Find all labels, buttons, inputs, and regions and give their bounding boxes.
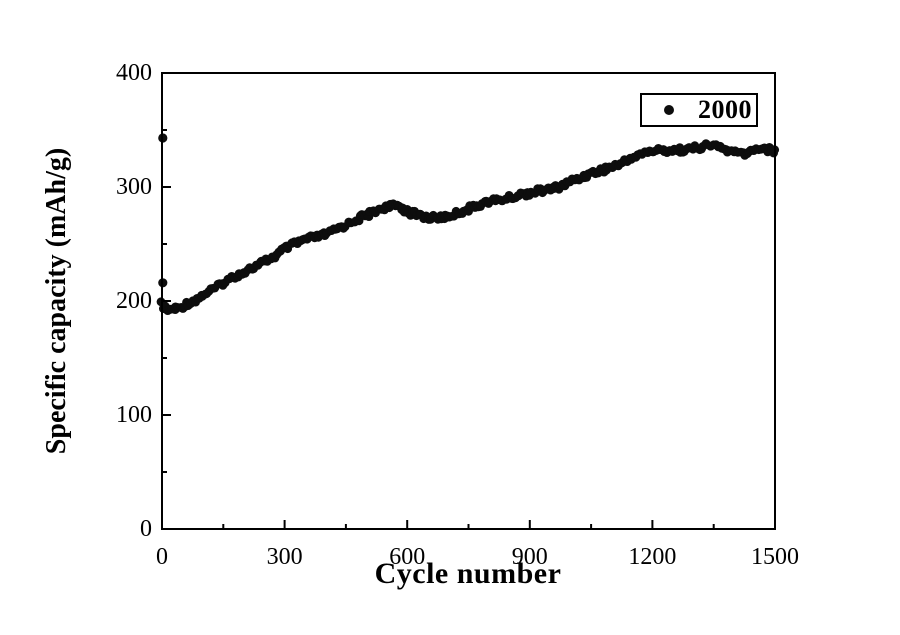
x-tick-label: 600: [389, 544, 426, 570]
x-tick-label: 900: [511, 544, 548, 570]
x-tick-label: 300: [266, 544, 303, 570]
x-tick-label: 1500: [751, 544, 799, 570]
y-tick-label: 100: [116, 402, 152, 428]
plot-frame: [161, 72, 776, 530]
y-axis-title: Specific capacity (mAh/g): [41, 147, 72, 455]
x-tick-label: 1200: [628, 544, 677, 570]
legend-label: 2000: [698, 95, 752, 124]
y-tick-label: 400: [116, 60, 152, 86]
x-tick-label: 0: [156, 544, 168, 570]
y-tick-label: 200: [116, 288, 152, 314]
y-tick-label: 300: [116, 174, 152, 200]
legend: 2000: [640, 93, 758, 127]
x-axis-title: Cycle number: [374, 557, 562, 590]
legend-marker-icon: [664, 105, 674, 115]
y-tick-label: 0: [140, 516, 152, 542]
